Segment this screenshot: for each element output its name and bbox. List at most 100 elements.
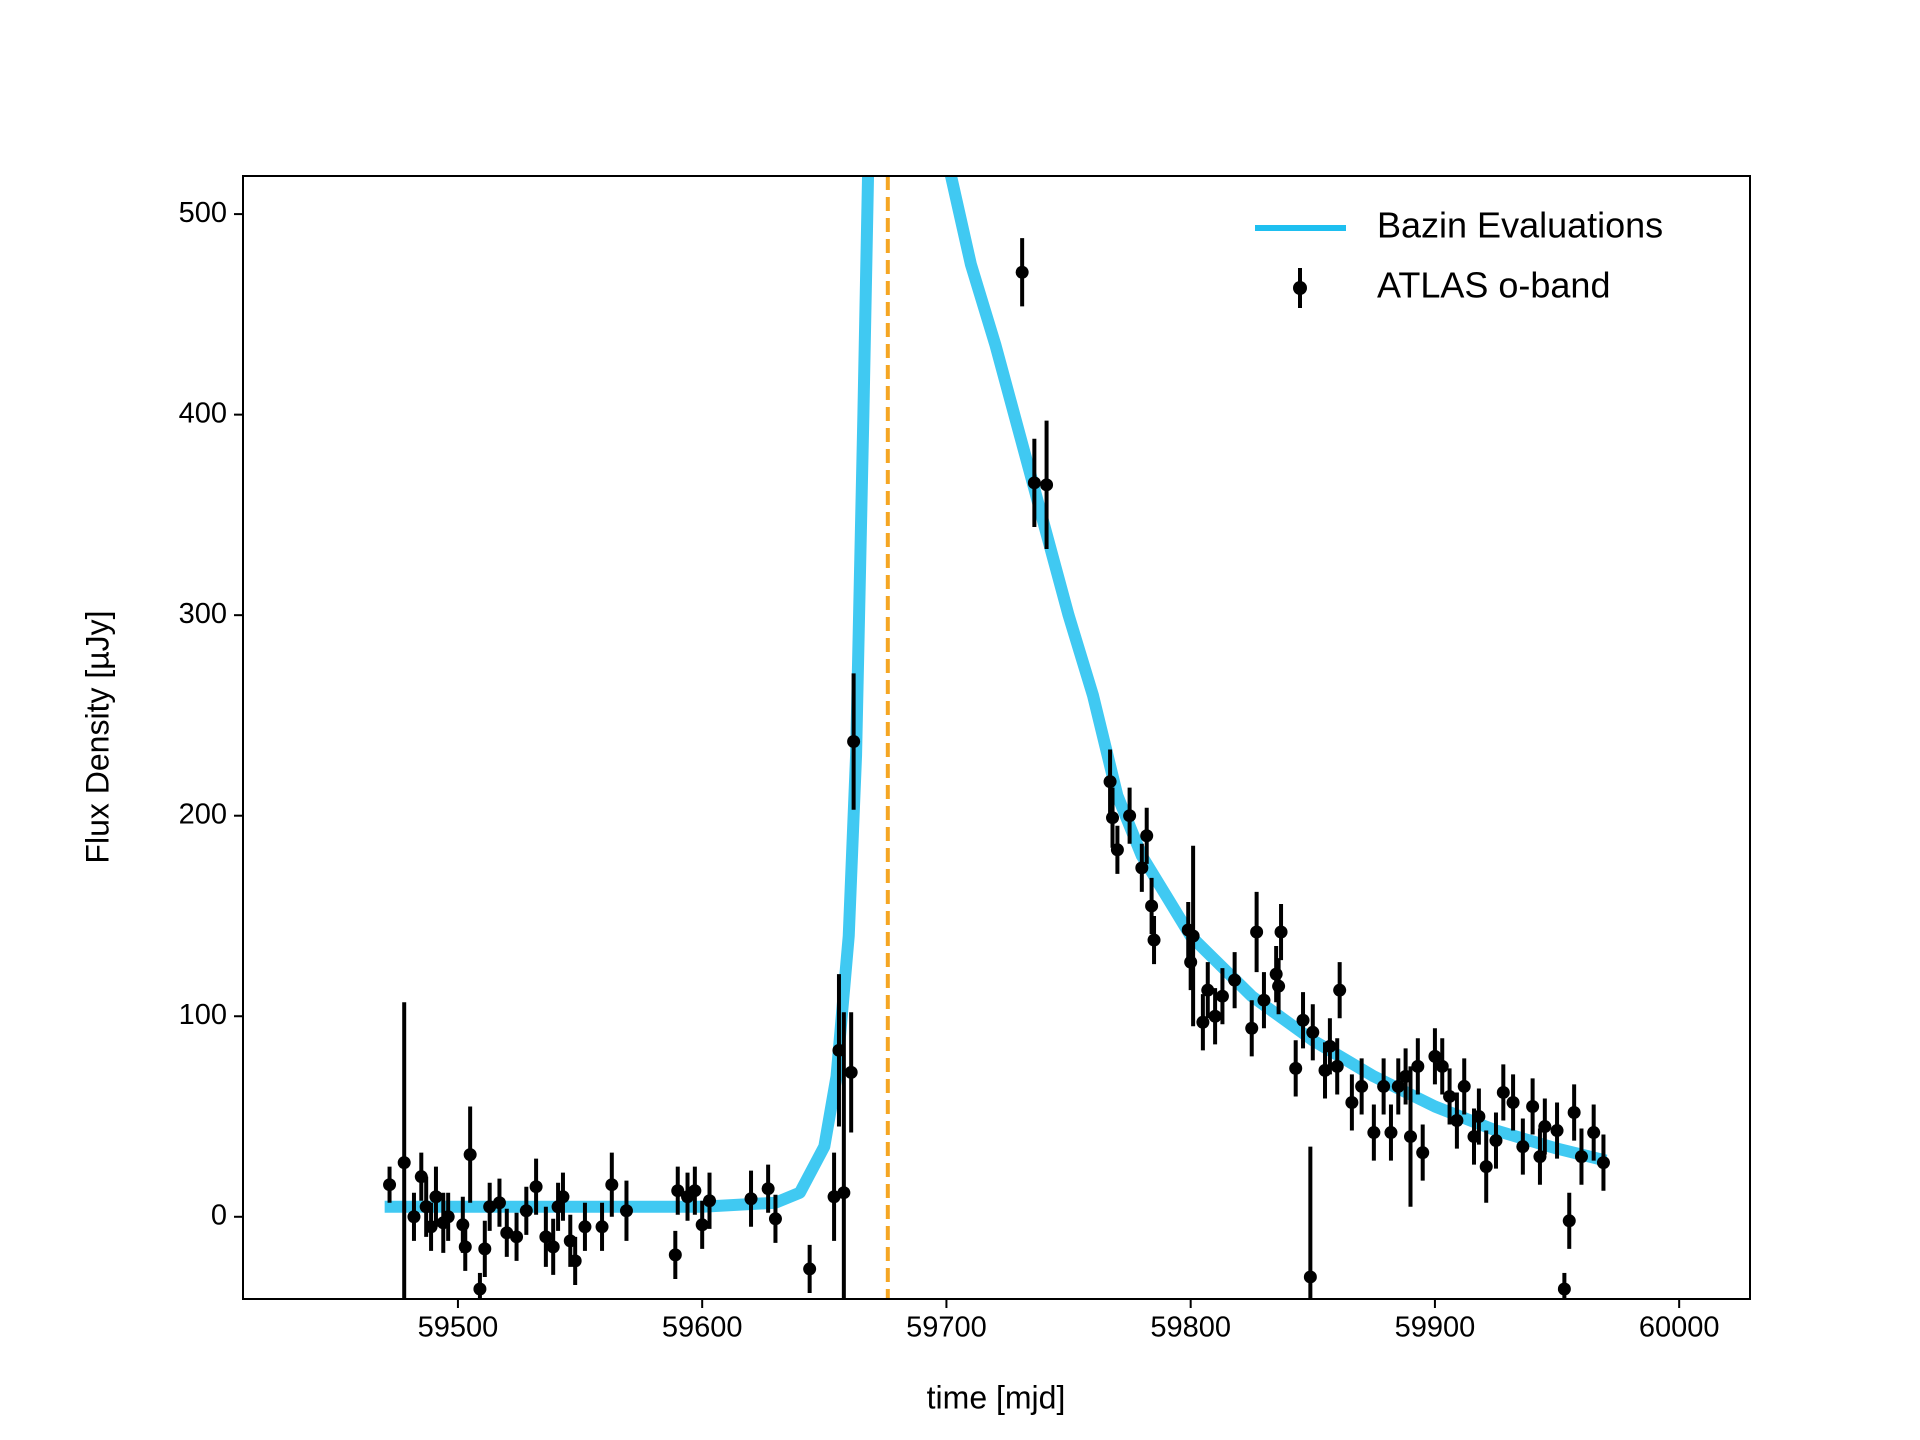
data-point	[1250, 925, 1264, 939]
data-point	[492, 1196, 506, 1210]
data-point	[1506, 1095, 1520, 1109]
data-point	[619, 1204, 633, 1218]
data-point	[1110, 843, 1124, 857]
y-tick-label: 300	[179, 598, 227, 630]
data-point	[1435, 1059, 1449, 1073]
data-point	[510, 1230, 524, 1244]
data-point	[1411, 1059, 1425, 1073]
data-point	[1184, 955, 1198, 969]
data-point	[1269, 967, 1283, 981]
data-point	[744, 1192, 758, 1206]
data-point	[456, 1218, 470, 1232]
data-point	[1403, 1130, 1417, 1144]
data-point	[1140, 829, 1154, 843]
data-point	[1496, 1085, 1510, 1099]
x-tick-label: 59900	[1395, 1312, 1476, 1344]
data-point	[595, 1220, 609, 1234]
data-point	[483, 1200, 497, 1214]
data-point	[463, 1148, 477, 1162]
data-point	[519, 1204, 533, 1218]
y-axis-label: Flux Density [µJy]	[79, 610, 115, 863]
data-point	[761, 1182, 775, 1196]
data-point	[441, 1210, 455, 1224]
data-point	[539, 1230, 553, 1244]
data-point	[1303, 1270, 1317, 1284]
data-point	[1201, 983, 1215, 997]
x-tick-label: 60000	[1639, 1312, 1720, 1344]
data-point	[1479, 1160, 1493, 1174]
data-point	[1457, 1079, 1471, 1093]
data-point	[1103, 775, 1117, 789]
data-point	[1015, 265, 1029, 279]
data-point	[1274, 925, 1288, 939]
data-point	[383, 1178, 397, 1192]
data-point	[1333, 983, 1347, 997]
data-point	[1245, 1021, 1259, 1035]
data-point	[500, 1226, 514, 1240]
data-point	[1367, 1126, 1381, 1140]
data-point	[671, 1184, 685, 1198]
plot-area	[383, 176, 1610, 1299]
data-point	[1562, 1214, 1576, 1228]
data-point	[1215, 989, 1229, 1003]
data-point	[1538, 1120, 1552, 1134]
data-point	[1472, 1110, 1486, 1124]
data-point	[556, 1190, 570, 1204]
x-tick-label: 59800	[1150, 1312, 1231, 1344]
data-point	[1391, 1079, 1405, 1093]
data-point	[458, 1240, 472, 1254]
legend-swatch	[1293, 281, 1307, 295]
data-point	[1296, 1013, 1310, 1027]
data-point	[1550, 1124, 1564, 1138]
data-point	[1306, 1025, 1320, 1039]
data-point	[837, 1186, 851, 1200]
data-point	[1123, 809, 1137, 823]
data-point	[1135, 861, 1149, 875]
data-point	[546, 1240, 560, 1254]
data-point	[1587, 1126, 1601, 1140]
data-point	[1289, 1061, 1303, 1075]
x-tick-label: 59600	[662, 1312, 743, 1344]
data-point	[1040, 478, 1054, 492]
data-point	[1596, 1156, 1610, 1170]
legend-label: Bazin Evaluations	[1377, 205, 1663, 246]
x-tick-label: 59700	[906, 1312, 987, 1344]
axes-frame	[242, 175, 1751, 1300]
data-point	[1323, 1039, 1337, 1053]
data-point	[1345, 1095, 1359, 1109]
x-axis-label: time [mjd]	[927, 1379, 1066, 1415]
data-point	[1272, 979, 1286, 993]
y-tick-label: 400	[179, 397, 227, 429]
data-point	[1228, 973, 1242, 987]
data-point	[688, 1184, 702, 1198]
model-curve	[384, 176, 1608, 1213]
data-point	[695, 1218, 709, 1232]
data-point	[1567, 1106, 1581, 1120]
data-point	[703, 1194, 717, 1208]
data-point	[1355, 1079, 1369, 1093]
data-point	[568, 1254, 582, 1268]
data-point	[844, 1065, 858, 1079]
data-point	[1186, 929, 1200, 943]
data-point	[1443, 1089, 1457, 1103]
data-point	[1574, 1150, 1588, 1164]
data-point	[1450, 1114, 1464, 1128]
data-point	[1145, 899, 1159, 913]
data-point	[1147, 933, 1161, 947]
y-tick-label: 200	[179, 798, 227, 830]
data-point	[768, 1212, 782, 1226]
data-point	[1208, 1009, 1222, 1023]
data-point	[1027, 476, 1041, 490]
data-point	[605, 1178, 619, 1192]
data-point	[429, 1190, 443, 1204]
data-point	[1489, 1134, 1503, 1148]
data-point	[1196, 1015, 1210, 1029]
data-point	[1377, 1079, 1391, 1093]
data-point	[473, 1282, 487, 1296]
data-point	[407, 1210, 421, 1224]
data-point	[578, 1220, 592, 1234]
data-point	[529, 1180, 543, 1194]
data-point	[1106, 811, 1120, 825]
data-point	[827, 1190, 841, 1204]
